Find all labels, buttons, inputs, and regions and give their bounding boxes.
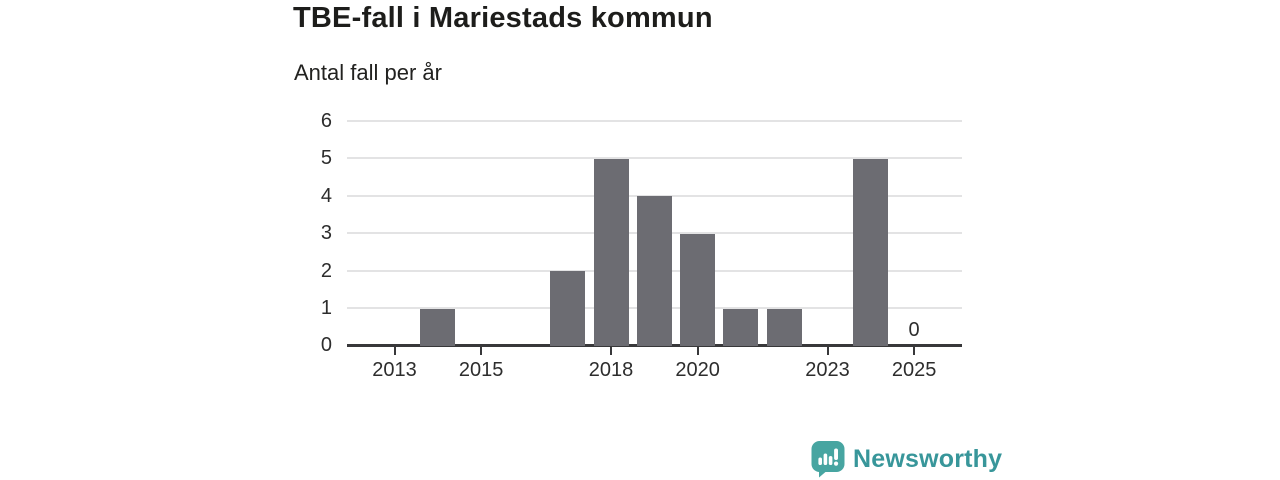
newsworthy-logo[interactable]: Newsworthy [811, 440, 1002, 478]
x-axis-tick [480, 347, 483, 355]
chart-title: TBE-fall i Mariestads kommun [293, 2, 713, 34]
bar-2020 [680, 233, 716, 346]
gridline [347, 194, 962, 197]
x-axis-tick-label: 2013 [372, 359, 417, 381]
y-axis-tick-label: 2 [320, 259, 332, 282]
bar-2017 [550, 271, 586, 346]
y-axis-tick-label: 1 [320, 296, 332, 319]
x-axis-tick-label: 2023 [805, 359, 850, 381]
x-axis-tick [826, 347, 829, 355]
y-axis-tick-label: 5 [320, 147, 332, 170]
bar-2021 [723, 308, 759, 346]
x-axis-tick [393, 347, 396, 355]
bar-2019 [636, 196, 672, 346]
chart-subtitle: Antal fall per år [294, 60, 442, 85]
y-axis-tick-label: 4 [320, 184, 332, 207]
y-axis-tick-label: 0 [320, 334, 332, 357]
bar-value-label: 0 [908, 319, 920, 341]
x-axis-tick [913, 347, 916, 355]
bar-2024 [853, 159, 889, 346]
bar-2022 [766, 308, 802, 346]
bar-2018 [593, 159, 629, 346]
y-axis-tick-label: 6 [320, 109, 332, 132]
x-axis-tick-label: 2020 [675, 359, 720, 381]
bar-2014 [420, 308, 456, 346]
x-axis-tick-label: 2015 [458, 359, 504, 381]
gridline [347, 119, 962, 122]
x-axis-tick [696, 347, 699, 355]
x-axis-tick-label: 2025 [891, 359, 937, 381]
y-axis-tick-label: 3 [320, 222, 332, 245]
newsworthy-speech-bubble-icon [811, 441, 845, 478]
gridline [347, 157, 962, 160]
newsworthy-brand-text: Newsworthy [853, 444, 1003, 473]
x-axis-tick [610, 347, 612, 355]
x-axis-tick-label: 2018 [588, 359, 634, 381]
